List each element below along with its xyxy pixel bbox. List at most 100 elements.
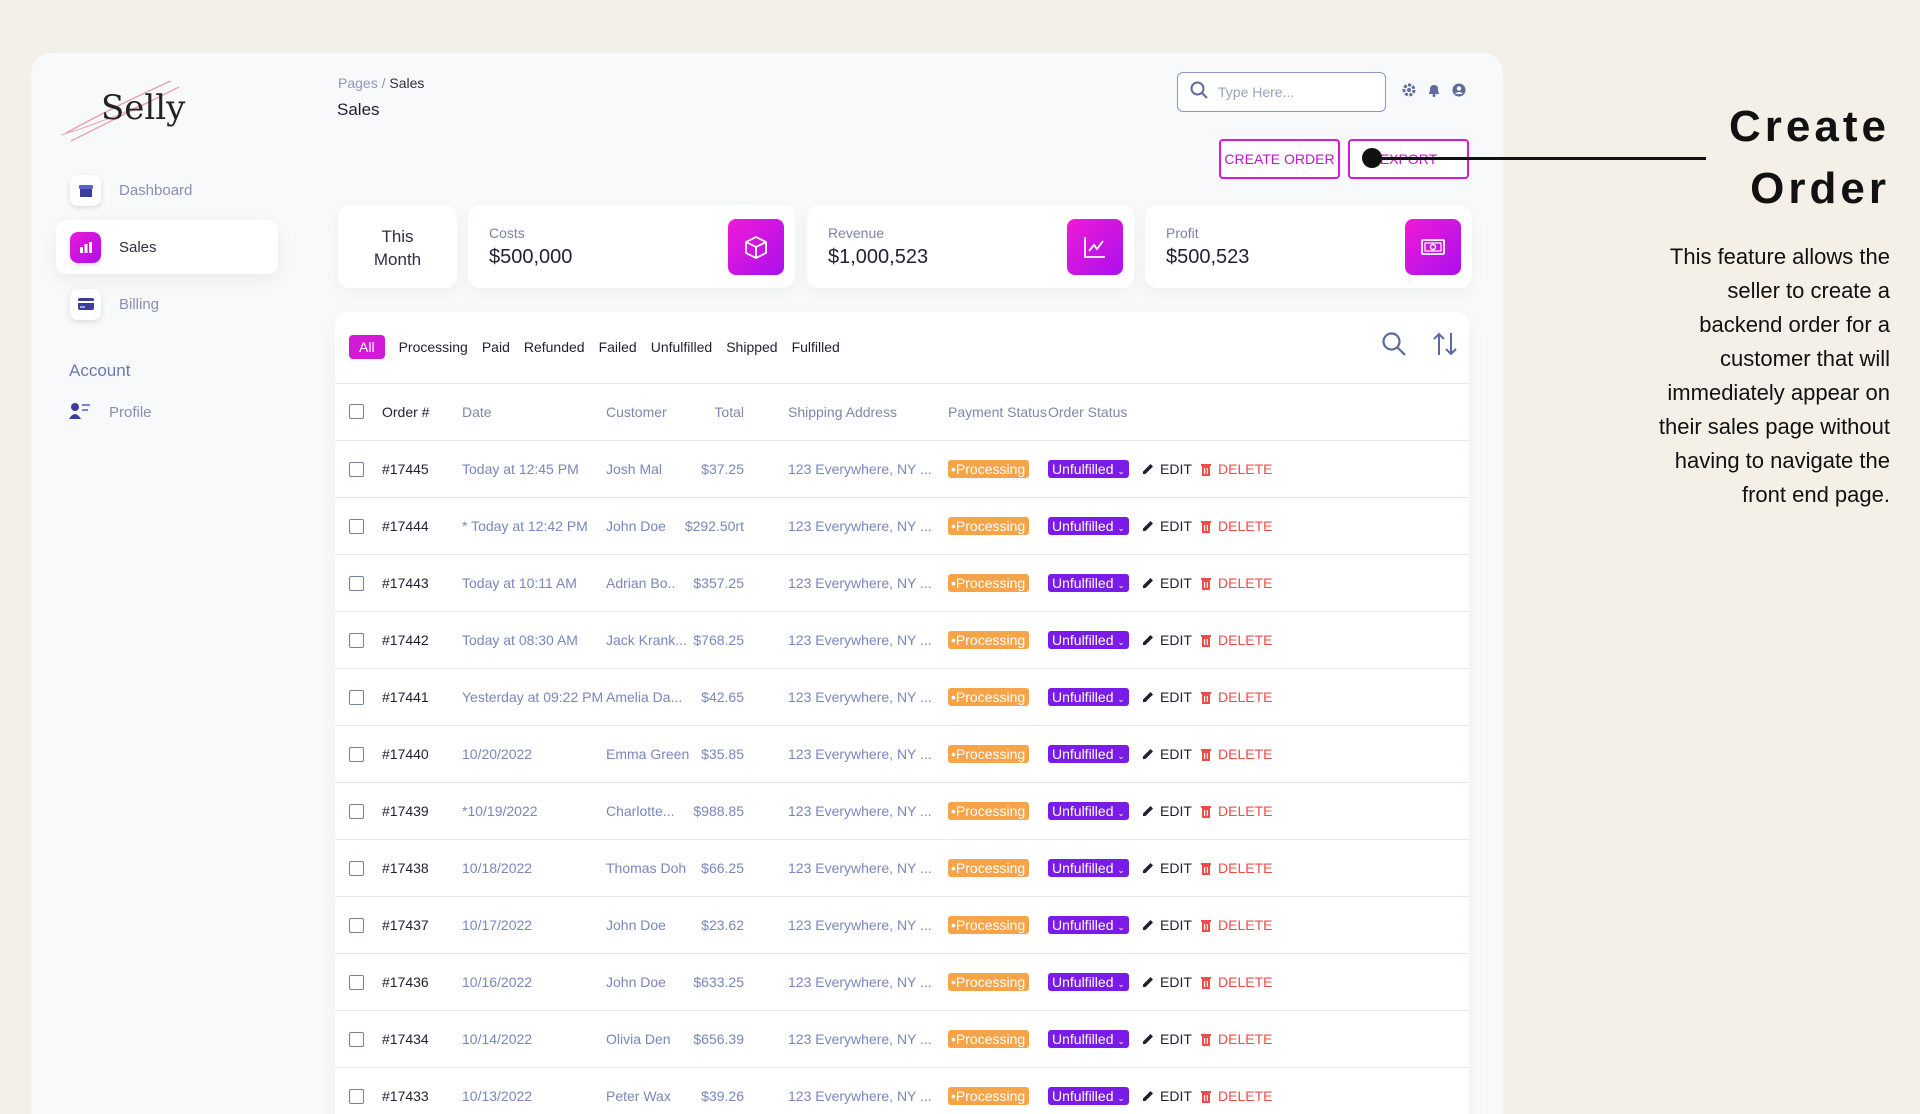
sidebar-item-billing[interactable]: Billing [56,277,278,331]
order-status[interactable]: Unfulfilled ⌄ [1048,916,1129,934]
col-order[interactable]: Order # [382,403,430,420]
order-status[interactable]: Unfulfilled ⌄ [1048,802,1129,820]
filter-all[interactable]: All [349,335,385,359]
row-checkbox[interactable] [349,974,364,990]
edit-button[interactable]: EDIT [1141,1088,1192,1104]
table-row[interactable]: #17434 10/14/2022 Olivia Den $656.39 123 Eve… [335,1010,1469,1067]
filter-paid[interactable]: Paid [481,339,510,355]
row-checkbox[interactable] [349,575,364,591]
delete-button[interactable]: DELETE [1200,803,1272,819]
order-status[interactable]: Unfulfilled ⌄ [1048,517,1129,535]
col-customer[interactable]: Customer [606,403,667,420]
delete-button[interactable]: DELETE [1200,1031,1272,1047]
order-status-badge[interactable]: Unfulfilled ⌄ [1048,688,1129,706]
col-status[interactable]: Order Status [1048,403,1128,420]
col-date[interactable]: Date [462,403,492,420]
col-address[interactable]: Shipping Address [788,403,897,420]
row-checkbox[interactable] [349,1088,364,1104]
order-status-badge[interactable]: Unfulfilled ⌄ [1048,973,1129,991]
select-all-checkbox[interactable] [349,404,364,419]
edit-button[interactable]: EDIT [1141,632,1192,648]
order-number[interactable]: #17439 [382,803,429,819]
sidebar-item-dashboard[interactable]: Dashboard [56,163,278,217]
brand-logo[interactable]: Selly [61,73,211,143]
order-status-badge[interactable]: Unfulfilled ⌄ [1048,859,1129,877]
table-row[interactable]: #17433 10/13/2022 Peter Wax $39.26 123 Every… [335,1067,1469,1114]
order-number[interactable]: #17437 [382,917,429,933]
edit-button[interactable]: EDIT [1141,917,1192,933]
order-status-badge[interactable]: Unfulfilled ⌄ [1048,1087,1129,1105]
row-checkbox[interactable] [349,860,364,876]
edit-button[interactable]: EDIT [1141,518,1192,534]
sidebar-item-profile[interactable]: Profile [69,401,152,424]
table-row[interactable]: #17445 Today at 12:45 PM Josh Mal $37.25 123… [335,440,1469,497]
order-status[interactable]: Unfulfilled ⌄ [1048,574,1129,592]
search-input[interactable] [1218,84,1368,100]
table-row[interactable]: #17444 * Today at 12:42 PM John Doe $292.50… [335,497,1469,554]
filter-processing[interactable]: Processing [398,339,468,355]
search-box[interactable] [1177,72,1386,112]
filter-shipped[interactable]: Shipped [726,339,778,355]
order-status-badge[interactable]: Unfulfilled ⌄ [1048,802,1129,820]
user-circle-icon[interactable] [1452,83,1466,102]
order-status-badge[interactable]: Unfulfilled ⌄ [1048,460,1129,478]
edit-button[interactable]: EDIT [1141,803,1192,819]
order-number[interactable]: #17433 [382,1088,429,1104]
edit-button[interactable]: EDIT [1141,461,1192,477]
delete-button[interactable]: DELETE [1200,917,1272,933]
breadcrumb-root[interactable]: Pages [338,75,378,91]
filter-failed[interactable]: Failed [598,339,637,355]
delete-button[interactable]: DELETE [1200,1088,1272,1104]
row-checkbox[interactable] [349,803,364,819]
row-checkbox[interactable] [349,689,364,705]
edit-button[interactable]: EDIT [1141,746,1192,762]
order-status[interactable]: Unfulfilled ⌄ [1048,688,1129,706]
delete-button[interactable]: DELETE [1200,518,1272,534]
row-checkbox[interactable] [349,746,364,762]
create-order-button[interactable]: CREATE ORDER [1219,139,1340,179]
order-status[interactable]: Unfulfilled ⌄ [1048,745,1129,763]
table-row[interactable]: #17440 10/20/2022 Emma Green $35.85 123 Ever… [335,725,1469,782]
delete-button[interactable]: DELETE [1200,974,1272,990]
delete-button[interactable]: DELETE [1200,746,1272,762]
table-row[interactable]: #17442 Today at 08:30 AM Jack Krank... $768… [335,611,1469,668]
col-total[interactable]: Total [714,403,744,420]
filter-fulfilled[interactable]: Fulfilled [791,339,840,355]
row-checkbox[interactable] [349,917,364,933]
delete-button[interactable]: DELETE [1200,689,1272,705]
order-number[interactable]: #17443 [382,575,429,591]
order-status[interactable]: Unfulfilled ⌄ [1048,859,1129,877]
order-number[interactable]: #17438 [382,860,429,876]
delete-button[interactable]: DELETE [1200,632,1272,648]
sort-icon[interactable] [1431,331,1459,362]
period-card[interactable]: This Month [338,205,457,288]
table-row[interactable]: #17438 10/18/2022 Thomas Doh $66.25 123 Ever… [335,839,1469,896]
order-status[interactable]: Unfulfilled ⌄ [1048,1030,1129,1048]
edit-button[interactable]: EDIT [1141,974,1192,990]
filter-refunded[interactable]: Refunded [523,339,585,355]
row-checkbox[interactable] [349,632,364,648]
table-row[interactable]: #17443 Today at 10:11 AM Adrian Bo.. $357.2… [335,554,1469,611]
delete-button[interactable]: DELETE [1200,575,1272,591]
order-status[interactable]: Unfulfilled ⌄ [1048,973,1129,991]
edit-button[interactable]: EDIT [1141,689,1192,705]
order-status-badge[interactable]: Unfulfilled ⌄ [1048,1030,1129,1048]
row-checkbox[interactable] [349,1031,364,1047]
order-status-badge[interactable]: Unfulfilled ⌄ [1048,574,1129,592]
order-number[interactable]: #17440 [382,746,429,762]
order-number[interactable]: #17442 [382,632,429,648]
table-row[interactable]: #17439 *10/19/2022 Charlotte... $988.85 123 … [335,782,1469,839]
edit-button[interactable]: EDIT [1141,575,1192,591]
edit-button[interactable]: EDIT [1141,1031,1192,1047]
order-number[interactable]: #17436 [382,974,429,990]
order-status[interactable]: Unfulfilled ⌄ [1048,1087,1129,1105]
delete-button[interactable]: DELETE [1200,860,1272,876]
order-status[interactable]: Unfulfilled ⌄ [1048,631,1129,649]
table-row[interactable]: #17436 10/16/2022 John Doe $633.25 123 Every… [335,953,1469,1010]
order-status-badge[interactable]: Unfulfilled ⌄ [1048,631,1129,649]
table-row[interactable]: #17437 10/17/2022 John Doe $23.62 123 Everyw… [335,896,1469,953]
edit-button[interactable]: EDIT [1141,860,1192,876]
table-row[interactable]: #17441 Yesterday at 09:22 PM Amelia Da... $… [335,668,1469,725]
order-number[interactable]: #17445 [382,461,429,477]
order-status-badge[interactable]: Unfulfilled ⌄ [1048,745,1129,763]
